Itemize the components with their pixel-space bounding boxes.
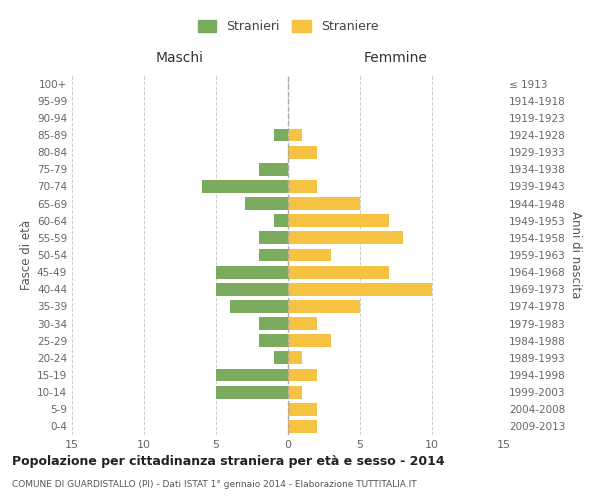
Bar — [288, 420, 317, 433]
Bar — [202, 180, 288, 193]
Bar — [288, 266, 389, 278]
Text: Maschi: Maschi — [156, 51, 204, 65]
Bar — [216, 266, 288, 278]
Bar — [288, 386, 302, 398]
Bar — [274, 352, 288, 364]
Bar — [288, 214, 389, 227]
Bar — [216, 368, 288, 382]
Bar — [230, 300, 288, 313]
Text: Popolazione per cittadinanza straniera per età e sesso - 2014: Popolazione per cittadinanza straniera p… — [12, 455, 445, 468]
Bar — [288, 352, 302, 364]
Text: COMUNE DI GUARDISTALLO (PI) - Dati ISTAT 1° gennaio 2014 - Elaborazione TUTTITAL: COMUNE DI GUARDISTALLO (PI) - Dati ISTAT… — [12, 480, 416, 489]
Y-axis label: Fasce di età: Fasce di età — [20, 220, 33, 290]
Bar — [259, 317, 288, 330]
Bar — [288, 197, 360, 210]
Bar — [288, 403, 317, 415]
Text: Femmine: Femmine — [364, 51, 428, 65]
Bar — [288, 368, 317, 382]
Bar — [288, 248, 331, 262]
Bar — [288, 283, 432, 296]
Bar — [259, 248, 288, 262]
Bar — [274, 128, 288, 141]
Bar — [288, 334, 331, 347]
Bar — [274, 214, 288, 227]
Bar — [216, 283, 288, 296]
Bar — [288, 180, 317, 193]
Bar — [288, 128, 302, 141]
Y-axis label: Anni di nascita: Anni di nascita — [569, 212, 582, 298]
Bar — [288, 317, 317, 330]
Legend: Stranieri, Straniere: Stranieri, Straniere — [194, 16, 382, 37]
Bar — [259, 163, 288, 175]
Bar — [288, 146, 317, 158]
Bar — [259, 232, 288, 244]
Bar — [288, 300, 360, 313]
Bar — [216, 386, 288, 398]
Bar — [259, 334, 288, 347]
Bar — [245, 197, 288, 210]
Bar — [288, 232, 403, 244]
